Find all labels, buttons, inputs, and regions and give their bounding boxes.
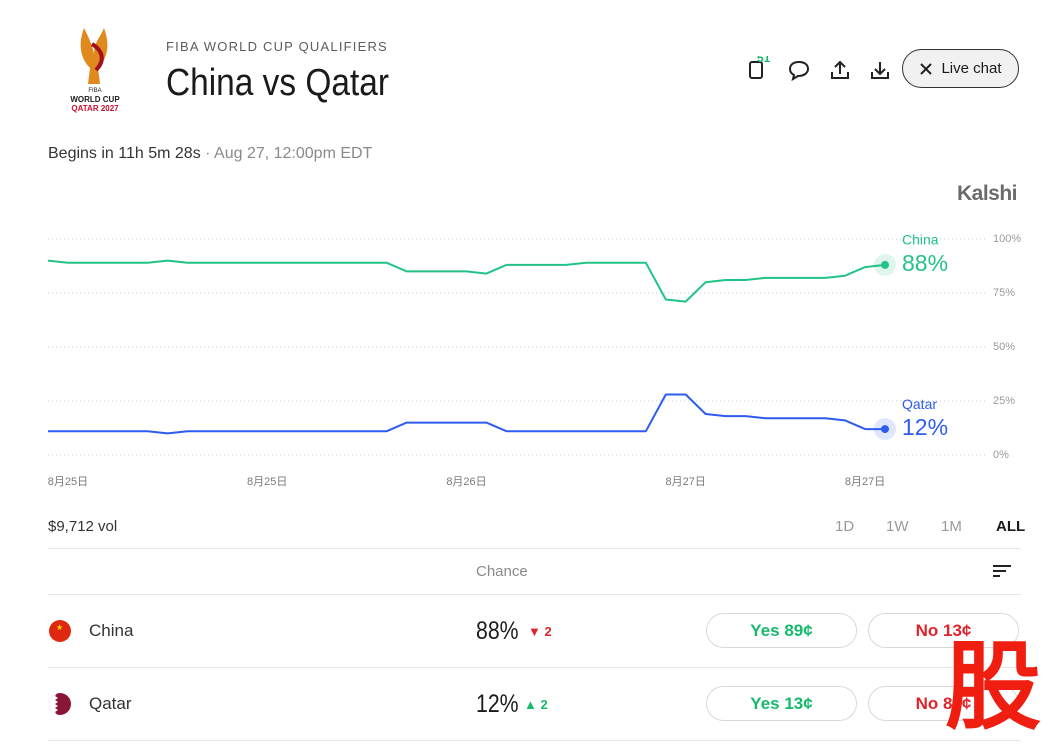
download-icon[interactable] [868, 58, 892, 82]
event-logo: FIBA WORLD CUP QATAR 2027 [70, 28, 120, 113]
y-tick-label: 0% [993, 449, 1009, 461]
chance-change: ▲ 2 [524, 697, 548, 712]
x-tick-label: 8月27日 [845, 476, 885, 488]
logo-text: WORLD CUP [70, 95, 120, 104]
divider [48, 594, 1021, 595]
volume: $9,712 vol [48, 518, 118, 535]
divider [48, 548, 1021, 549]
no-button[interactable]: No 88¢ [868, 686, 1019, 721]
series-line [47, 259, 886, 303]
countdown: Begins in 11h 5m 28s · Aug 27, 12:00pm E… [48, 145, 372, 163]
y-tick-label: 75% [993, 287, 1015, 299]
divider [48, 740, 1021, 741]
event-category: FIBA WORLD CUP QUALIFIERS [166, 39, 388, 54]
outcome-chance: 88% [476, 617, 519, 645]
svg-text:FIBA: FIBA [88, 88, 101, 94]
price-chart: 0% 25% 50% 75% 100% 8月25日 8月25日 8月26日 8月27日 8月27日… [47, 232, 1022, 488]
chance-change: ▼ 2 [528, 624, 552, 639]
end-point [881, 260, 889, 269]
live-chat-button[interactable]: Live chat [902, 49, 1019, 88]
series-name: Qatar [902, 396, 937, 412]
logo-text: QATAR 2027 [71, 104, 119, 113]
event-title: China vs Qatar [166, 62, 390, 104]
change-value: 2 [544, 624, 552, 639]
series-end-label: 88% [902, 250, 948, 276]
x-tick-label: 8月25日 [48, 476, 88, 488]
divider [48, 667, 1021, 668]
flag-qatar [49, 693, 71, 715]
chat-icon[interactable] [787, 58, 811, 82]
share-icon[interactable] [828, 58, 852, 82]
y-tick-label: 100% [993, 233, 1021, 245]
outcome-name: China [89, 621, 134, 640]
x-tick-label: 8月26日 [446, 476, 486, 488]
live-chat-label: Live chat [941, 60, 1002, 77]
watermark: 股 [945, 634, 1041, 741]
outcome-name: Qatar [89, 694, 132, 713]
svg-text:★: ★ [56, 623, 63, 632]
start-time: · Aug 27, 12:00pm EDT [205, 145, 373, 162]
x-tick-label: 8月27日 [666, 476, 706, 488]
source-logo: Kalshi [957, 182, 1018, 205]
flag-china: ★ [49, 620, 71, 642]
outcome-chance: 12% [476, 690, 519, 718]
range-tab[interactable]: 1W [886, 518, 909, 535]
countdown-text: Begins in 11h 5m 28s [48, 145, 201, 162]
range-tab[interactable]: 1M [941, 518, 962, 535]
yes-button[interactable]: Yes 89¢ [706, 613, 857, 648]
no-button[interactable]: No 13¢ [868, 613, 1019, 648]
series-line [48, 393, 885, 435]
comment-count: 51 [757, 56, 771, 65]
end-point [881, 425, 889, 434]
series-name: China [902, 232, 939, 248]
y-tick-label: 25% [993, 395, 1015, 407]
yes-button[interactable]: Yes 13¢ [706, 686, 857, 721]
y-tick-label: 50% [993, 341, 1015, 353]
column-header: Chance [476, 563, 528, 580]
comments-button[interactable]: 51 [746, 56, 776, 84]
range-tab[interactable]: 1D [835, 518, 855, 535]
close-icon [920, 62, 933, 75]
range-tab[interactable]: ALL [996, 518, 1026, 535]
change-value: 2 [540, 697, 548, 712]
x-tick-label: 8月25日 [247, 476, 287, 488]
sort-icon[interactable] [992, 563, 1012, 579]
series-end-label: 12% [902, 414, 948, 440]
